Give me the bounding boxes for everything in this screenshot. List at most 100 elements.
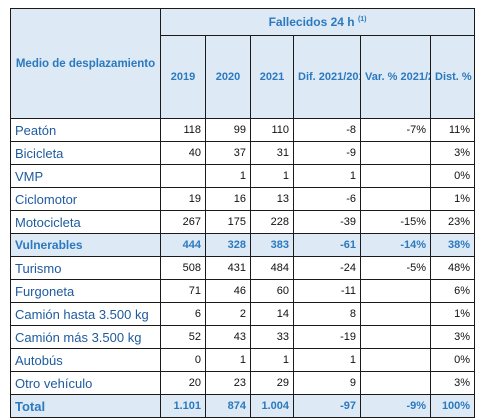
table-cell: 1: [293, 164, 361, 188]
table-cell: 1.101: [160, 394, 206, 418]
table-cell: 99: [205, 118, 251, 142]
table-cell: 1: [205, 164, 251, 188]
row-label: Ciclomotor: [10, 187, 161, 211]
col-header-2021: 2021: [250, 35, 294, 119]
table-cell: 1.004: [250, 394, 294, 418]
row-label: VMP: [10, 164, 161, 188]
table-row: Otro vehículo 20 23 29 9 3%: [10, 371, 476, 395]
col-header-dist: Dist. % 2021: [429, 35, 476, 119]
table-cell: 9: [293, 371, 361, 395]
table-cell: [360, 279, 431, 303]
table-row: Camión más 3.500 kg 52 43 33 -19 3%: [10, 325, 476, 349]
table-cell: 38%: [429, 233, 476, 257]
table-cell: 16: [205, 187, 251, 211]
table-cell: 0%: [429, 164, 476, 188]
row-label: Furgoneta: [10, 279, 161, 303]
table-cell: 1: [205, 348, 251, 372]
table-cell: 52: [160, 325, 206, 349]
table-cell: 1%: [429, 302, 476, 326]
table-cell: 19: [160, 187, 206, 211]
row-label: Bicicleta: [10, 141, 161, 165]
table-row: Peatón 118 99 110 -8 -7% 11%: [10, 118, 476, 142]
col-header-dif: Dif. 2021/2019: [293, 35, 361, 119]
table-row: Motocicleta 267 175 228 -39 -15% 23%: [10, 210, 476, 234]
table-cell: 6%: [429, 279, 476, 303]
table-row: Ciclomotor 19 16 13 -6 1%: [10, 187, 476, 211]
table-row: Furgoneta 71 46 60 -11 6%: [10, 279, 476, 303]
row-label: Motocicleta: [10, 210, 161, 234]
table-row: Turismo 508 431 484 -24 -5% 48%: [10, 256, 476, 280]
table-cell: 31: [250, 141, 294, 165]
table-cell: 1: [250, 348, 294, 372]
table-cell: 267: [160, 210, 206, 234]
table-cell: 508: [160, 256, 206, 280]
table-cell: 118: [160, 118, 206, 142]
table-cell: 43: [205, 325, 251, 349]
table-cell: -14%: [360, 233, 431, 257]
table-cell: 37: [205, 141, 251, 165]
table-cell: 100%: [429, 394, 476, 418]
row-label: Vulnerables: [10, 233, 161, 257]
table-cell: 29: [250, 371, 294, 395]
table-cell: 71: [160, 279, 206, 303]
table-cell: 431: [205, 256, 251, 280]
table-row: VMP 1 1 1 0%: [10, 164, 476, 188]
table-cell: [360, 141, 431, 165]
row-label: Turismo: [10, 256, 161, 280]
table-cell: 1: [293, 348, 361, 372]
table-cell: 874: [205, 394, 251, 418]
table-row: Vulnerables 444 328 383 -61 -14% 38%: [10, 233, 476, 257]
table-cell: 23%: [429, 210, 476, 234]
table-cell: -6: [293, 187, 361, 211]
table-cell: 60: [250, 279, 294, 303]
table-cell: 11%: [429, 118, 476, 142]
col-header-2020: 2020: [205, 35, 251, 119]
table-cell: 484: [250, 256, 294, 280]
table-row: Autobús 0 1 1 1 0%: [10, 348, 476, 372]
table-cell: 46: [205, 279, 251, 303]
table-row: Bicicleta 40 37 31 -9 3%: [10, 141, 476, 165]
table-cell: -7%: [360, 118, 431, 142]
table-row: Camión hasta 3.500 kg 6 2 14 8 1%: [10, 302, 476, 326]
table-cell: -9: [293, 141, 361, 165]
table-cell: 228: [250, 210, 294, 234]
table-cell: 0%: [429, 348, 476, 372]
table-cell: -5%: [360, 256, 431, 280]
table-cell: -39: [293, 210, 361, 234]
table-cell: 0: [160, 348, 206, 372]
table-row: Total 1.101 874 1.004 -97 -9% 100%: [10, 394, 476, 418]
col-header-2019: 2019: [160, 35, 206, 119]
table-cell: -61: [293, 233, 361, 257]
table-cell: [160, 164, 206, 188]
table-cell: [360, 371, 431, 395]
table-cell: 444: [160, 233, 206, 257]
row-label: Autobús: [10, 348, 161, 372]
table-cell: 328: [205, 233, 251, 257]
table-cell: 8: [293, 302, 361, 326]
group-title-text: Fallecidos 24 h: [268, 15, 355, 29]
table-cell: 13: [250, 187, 294, 211]
table-cell: -24: [293, 256, 361, 280]
table-cell: -19: [293, 325, 361, 349]
table-cell: 1: [250, 164, 294, 188]
group-title: Fallecidos 24 h (1): [159, 8, 476, 36]
table-cell: 1%: [429, 187, 476, 211]
table-cell: 40: [160, 141, 206, 165]
table-cell: -97: [293, 394, 361, 418]
table-cell: [360, 325, 431, 349]
table-cell: [360, 187, 431, 211]
table-cell: [360, 302, 431, 326]
table-body: Peatón 118 99 110 -8 -7% 11% Bicicleta 40 37 31 -9 3…: [10, 118, 476, 418]
row-label: Camión más 3.500 kg: [10, 325, 161, 349]
table-cell: -8: [293, 118, 361, 142]
fatalities-table: Medio de desplazamiento Fallecidos 24 h …: [10, 8, 476, 418]
table-cell: 14: [250, 302, 294, 326]
table-cell: 6: [160, 302, 206, 326]
table-cell: 20: [160, 371, 206, 395]
table-cell: 383: [250, 233, 294, 257]
table-cell: 175: [205, 210, 251, 234]
table-cell: 48%: [429, 256, 476, 280]
row-label: Otro vehículo: [10, 371, 161, 395]
table-cell: -9%: [360, 394, 431, 418]
col-header-var: Var. % 2021/2019: [360, 35, 431, 119]
